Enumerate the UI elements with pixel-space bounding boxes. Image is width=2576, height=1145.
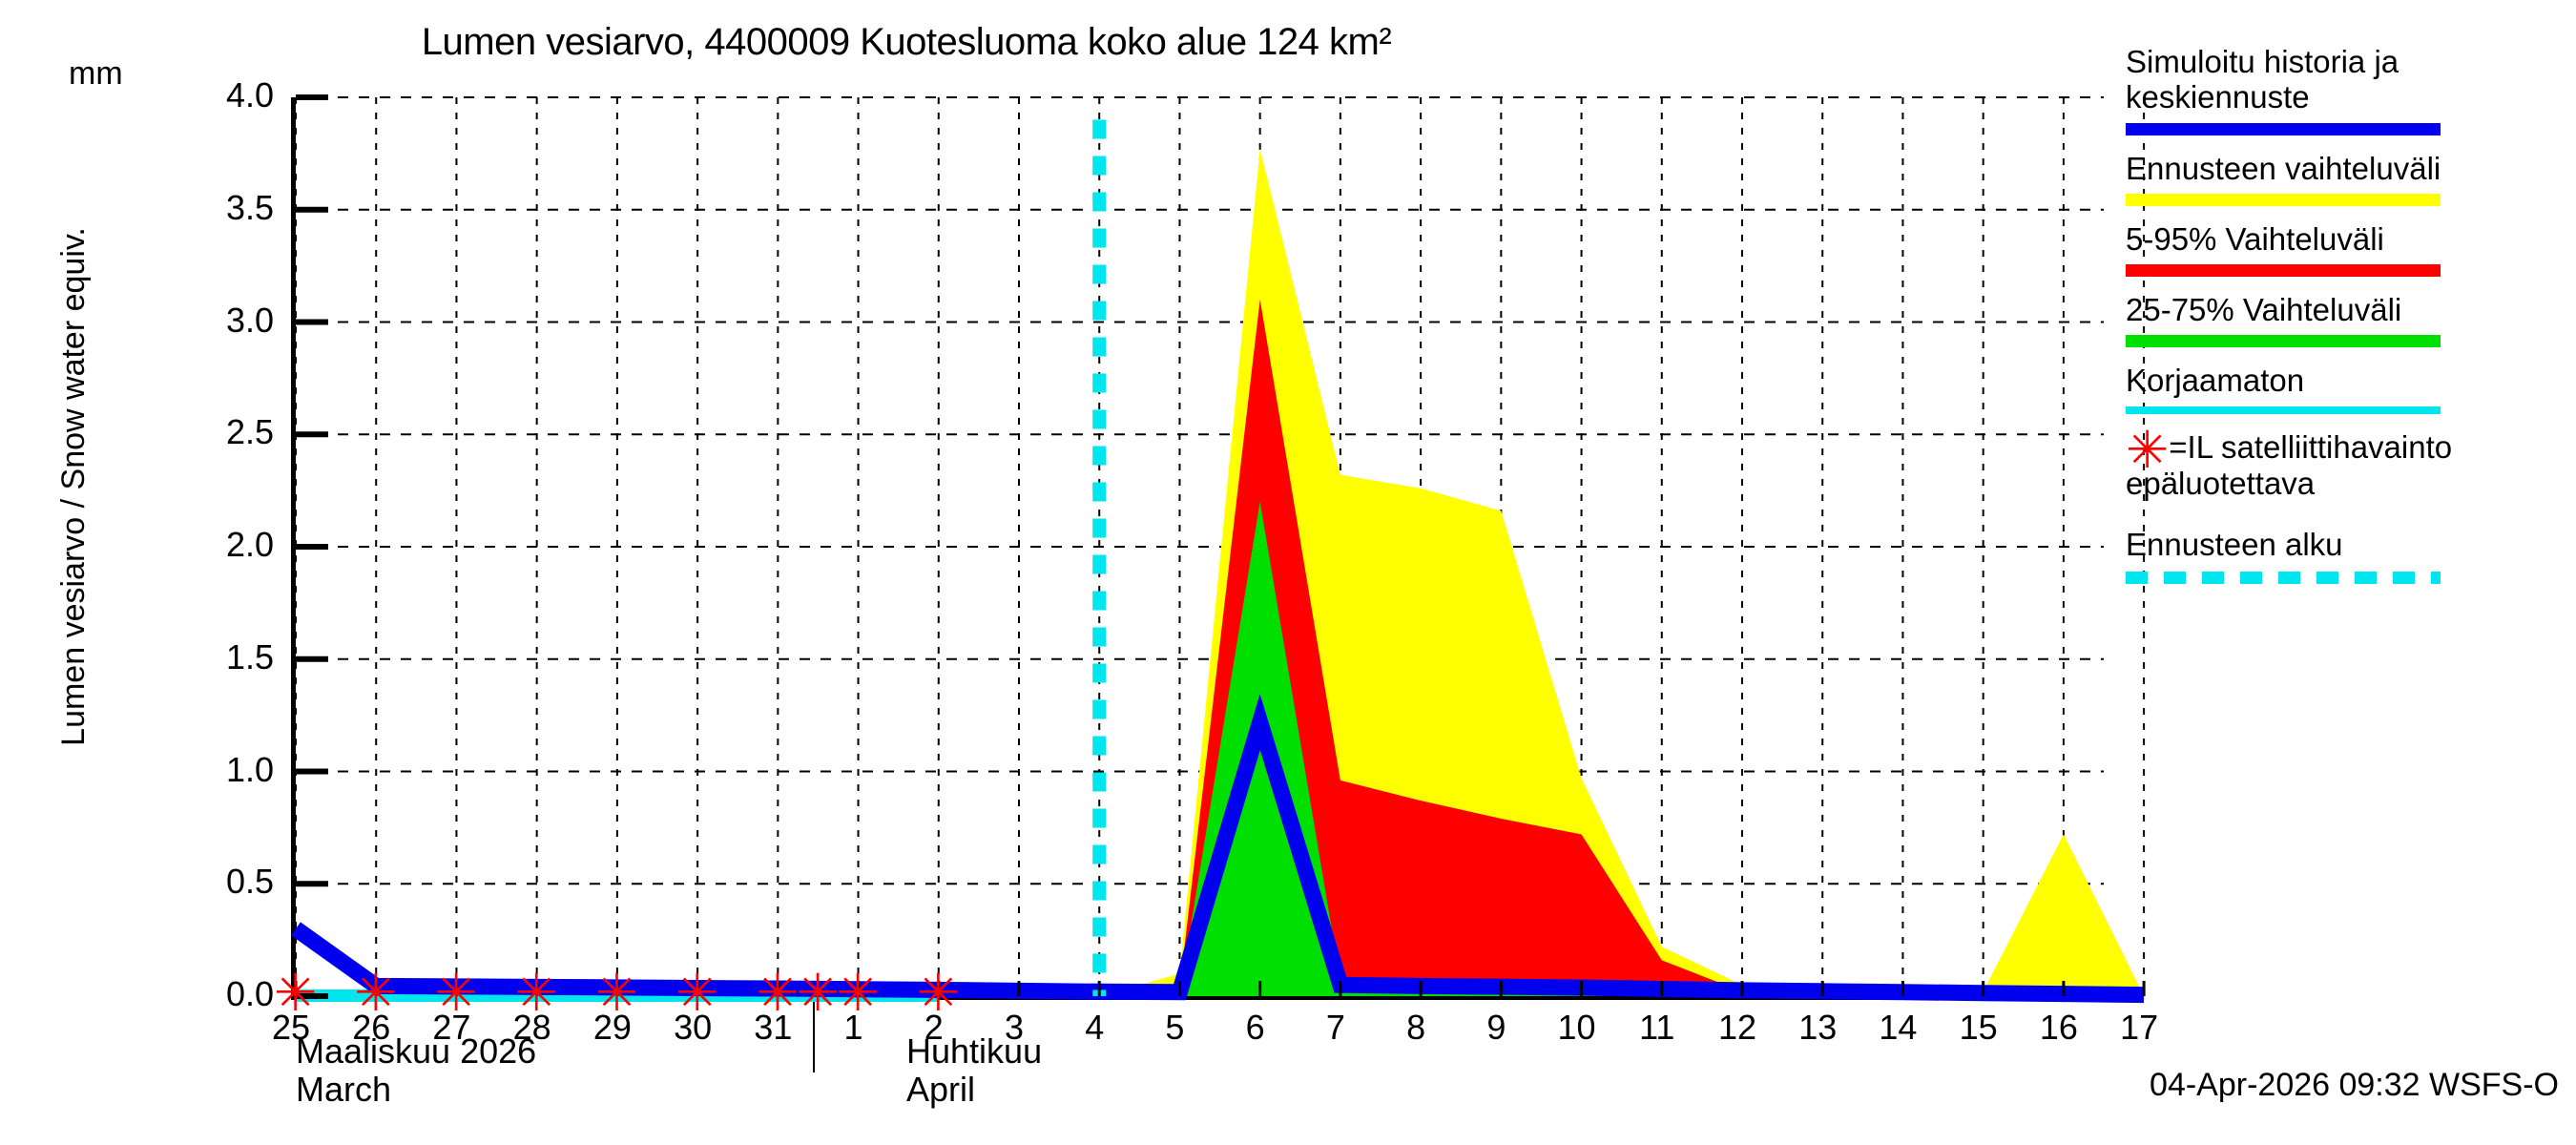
legend-swatch [2126, 193, 2441, 206]
legend-swatch [2126, 335, 2441, 348]
x-tick-label: 27 [432, 1008, 471, 1047]
x-tick-label: 31 [754, 1008, 793, 1047]
timestamp: 04-Apr-2026 09:32 WSFS-O [2150, 1067, 2559, 1103]
legend-item: 5-95% Vaihteluväli [2126, 220, 2574, 278]
legend-swatch-dashed [2126, 571, 2441, 584]
x-tick-label: 30 [674, 1008, 713, 1047]
axis-ticks [294, 94, 2146, 999]
legend-swatch [2126, 264, 2441, 278]
x-tick-label: 14 [1879, 1008, 1918, 1047]
x-tick-label: 28 [512, 1008, 551, 1047]
x-tick-label: 25 [271, 1008, 311, 1047]
legend-item: 25-75% Vaihteluväli [2126, 292, 2574, 348]
legend-item: Ennusteen alku [2126, 527, 2574, 584]
legend-label: =IL satelliittihavainto epäluotettava [2126, 428, 2453, 501]
legend-item: Simuloitu historia ja keskiennuste [2126, 44, 2574, 135]
month-label-march: Maaliskuu 2026 March [296, 1031, 537, 1110]
x-tick-label: 12 [1717, 1008, 1757, 1047]
y-axis-unit: mm [69, 55, 123, 92]
x-tick-label: 7 [1325, 1008, 1345, 1047]
legend-item: ✳=IL satelliittihavainto epäluotettava [2126, 425, 2574, 502]
legend-label: Simuloitu historia ja keskiennuste [2126, 44, 2399, 115]
legend-item: Korjaamaton [2126, 363, 2574, 414]
legend-swatch [2126, 406, 2441, 414]
x-tick-label: 16 [2039, 1008, 2078, 1047]
legend-star-row: ✳=IL satelliittihavainto epäluotettava [2126, 425, 2574, 502]
x-tick-label: 1 [843, 1008, 863, 1047]
legend-label: Ennusteen vaihteluväli [2126, 150, 2441, 186]
x-tick-label: 2 [924, 1008, 944, 1047]
page-title: Lumen vesiarvo, 4400009 Kuotesluoma koko… [421, 21, 1392, 63]
legend-label: 5-95% Vaihteluväli [2126, 220, 2384, 257]
legend-label: 25-75% Vaihteluväli [2126, 292, 2402, 328]
x-tick-label: 17 [2120, 1008, 2159, 1047]
x-tick-label: 11 [1639, 1008, 1675, 1047]
x-tick-label: 4 [1085, 1008, 1105, 1047]
uncertainty-bands [1099, 149, 2145, 996]
x-tick-label: 3 [1004, 1008, 1025, 1047]
x-tick-label: 6 [1245, 1008, 1265, 1047]
x-tick-label: 29 [592, 1008, 632, 1047]
x-tick-label: 9 [1486, 1008, 1506, 1047]
x-tick-label: 5 [1165, 1008, 1185, 1047]
legend-swatch [2126, 122, 2441, 135]
legend-label: Ennusteen alku [2126, 526, 2343, 562]
x-tick-label: 26 [352, 1008, 391, 1047]
legend-item: Ennusteen vaihteluväli [2126, 151, 2574, 206]
x-tick-label: 13 [1798, 1008, 1838, 1047]
plot-area [291, 94, 2146, 1004]
x-tick-label: 10 [1557, 1008, 1596, 1047]
x-tick-label: 8 [1406, 1008, 1426, 1047]
legend: Simuloitu historia ja keskiennuste Ennust… [2126, 44, 2574, 588]
month-label-april: Huhtikuu April [906, 1031, 1043, 1110]
x-tick-label: 15 [1959, 1008, 1998, 1047]
month-separator [813, 1002, 816, 1072]
legend-label: Korjaamaton [2126, 363, 2305, 399]
asterisk-icon: ✳ [2126, 421, 2170, 479]
chart-canvas [291, 94, 2146, 1004]
